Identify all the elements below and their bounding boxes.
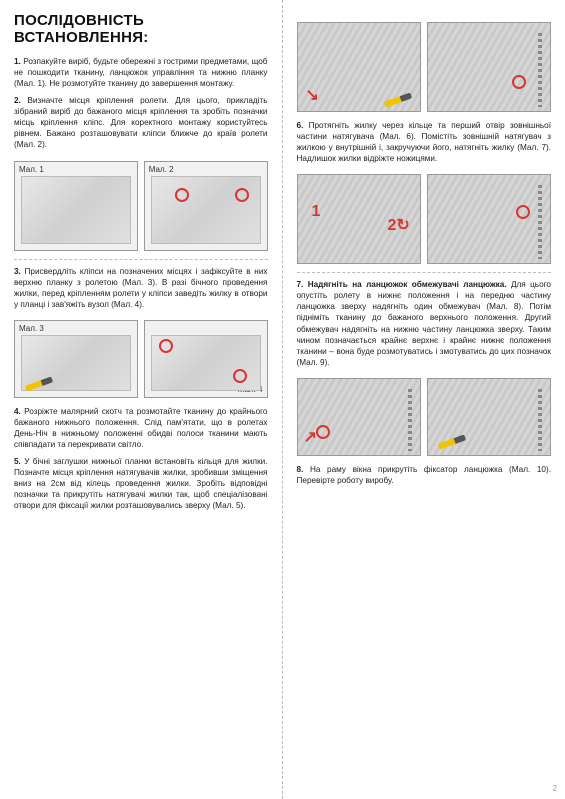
step-3-text: 3. Присвердліть кліпси на позначених міс… xyxy=(14,266,268,310)
step-8-text: 8. На раму вікна прикрутіть фіксатор лан… xyxy=(297,464,552,486)
step-4-text: 4. Розріжте малярний скотч та розмотайте… xyxy=(14,406,268,450)
step-7-text: 7. Надягніть на ланцюжок обмежувачі ланц… xyxy=(297,279,552,368)
figure-10: Мал. 10 xyxy=(427,378,551,456)
figure-2: Мал. 2 xyxy=(144,161,268,251)
figure-5: Мал. 5 ↘ xyxy=(297,22,421,112)
figure-1-label: Мал. 1 xyxy=(19,165,44,174)
figure-3-label: Мал. 3 xyxy=(19,324,44,333)
figure-2-label: Мал. 2 xyxy=(149,165,174,174)
step-2-text: 2. Визначте місця кріплення ролети. Для … xyxy=(14,95,268,150)
page-title: ПОСЛІДОВНІСТЬ ВСТАНОВЛЕННЯ: xyxy=(14,12,268,46)
figure-6: Мал. 6 xyxy=(427,22,551,112)
figure-8: Мал. 8 xyxy=(427,174,551,264)
step-6-text: 6. Протягніть жилку через кільце та перш… xyxy=(297,120,552,164)
figure-7: Мал. 7 1 2↻ xyxy=(297,174,421,264)
step-5-text: 5. У бічні заглушки нижньої планки встан… xyxy=(14,456,268,511)
figure-4: Мал. 4 xyxy=(144,320,268,398)
step-1-text: 1. Розпакуйте виріб, будьте обережні з г… xyxy=(14,56,268,89)
figure-9: Мал. 9 ↗ xyxy=(297,378,421,456)
figure-1: Мал. 1 xyxy=(14,161,138,251)
page-number: 2 xyxy=(553,784,557,793)
figure-3: Мал. 3 xyxy=(14,320,138,398)
